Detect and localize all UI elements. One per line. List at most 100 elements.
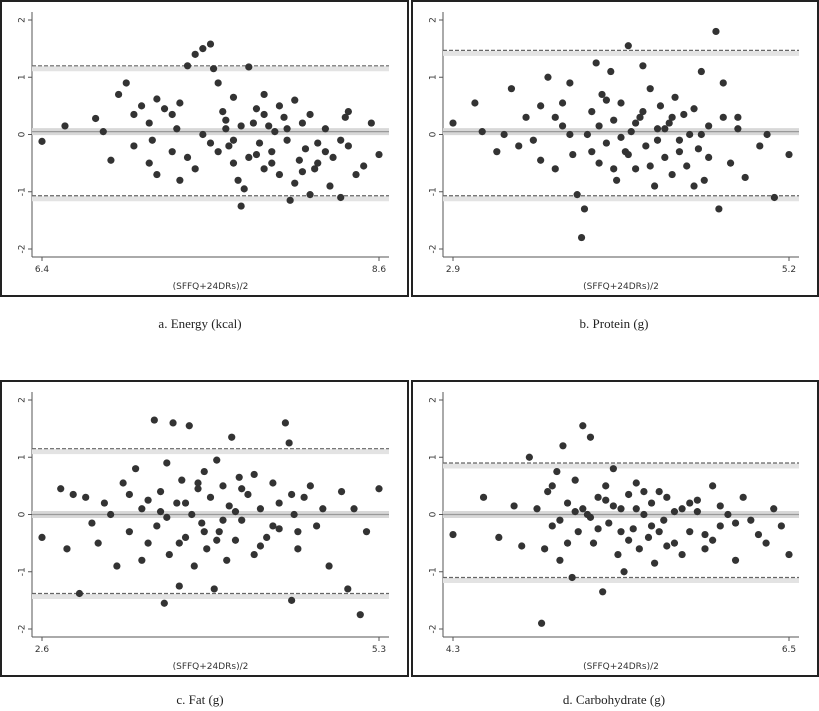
data-point — [624, 42, 632, 50]
x-tick-label: 6.5 — [782, 645, 796, 655]
data-point — [668, 113, 676, 121]
data-point — [693, 508, 701, 516]
y-tick-label: 2 — [429, 17, 439, 23]
data-point — [602, 96, 610, 104]
data-point — [680, 110, 688, 119]
data-point — [651, 182, 659, 190]
data-point — [229, 136, 238, 144]
data-point — [107, 510, 115, 519]
data-point — [252, 150, 261, 159]
data-point — [173, 125, 181, 133]
data-point — [314, 159, 322, 167]
data-point — [250, 550, 258, 559]
data-point — [479, 493, 488, 501]
data-point — [107, 156, 115, 164]
data-point — [325, 562, 333, 570]
data-point — [663, 542, 671, 550]
data-point — [620, 568, 628, 576]
data-point — [551, 113, 559, 121]
data-point — [291, 96, 299, 104]
data-point — [602, 482, 610, 490]
data-point — [627, 128, 635, 136]
data-point — [632, 479, 640, 487]
y-tick-label: 1 — [429, 74, 439, 80]
caption-carbohydrate: d. Carbohydrate (g) — [562, 692, 666, 707]
data-point — [163, 513, 171, 521]
data-point — [219, 516, 227, 524]
chart-carbohydrate: 2 1 0 -1 -2 4.3 6.5 (SFFQ+24DRs)/2 — [429, 392, 799, 672]
y-tick-label: -2 — [18, 245, 28, 254]
data-point — [92, 114, 100, 123]
data-point — [715, 205, 723, 213]
chart-fat: 2 1 0 -1 -2 2.6 5.3 (SFFQ+24DRs)/2 — [18, 392, 389, 672]
data-point — [558, 122, 567, 130]
data-point — [574, 528, 582, 536]
data-point — [163, 459, 171, 467]
data-point — [275, 102, 284, 110]
caption-energy: a. Energy (kcal) — [158, 316, 242, 331]
x-axis-label: (SFFQ+24DRs)/2 — [173, 282, 249, 292]
data-point — [268, 159, 276, 167]
data-point — [563, 539, 572, 547]
data-point — [613, 176, 621, 184]
data-point — [655, 488, 663, 496]
data-point — [548, 482, 556, 490]
data-point — [592, 59, 600, 67]
data-point — [566, 130, 574, 139]
data-point — [563, 499, 572, 507]
data-point — [235, 473, 243, 481]
data-point — [580, 205, 589, 213]
data-point — [625, 490, 633, 499]
data-point — [697, 67, 705, 76]
data-point — [670, 539, 679, 547]
data-point — [644, 533, 653, 541]
data-point — [594, 493, 602, 501]
data-point — [770, 193, 778, 202]
data-point — [263, 533, 271, 541]
data-point — [655, 528, 663, 536]
y-tick-label: 1 — [429, 454, 439, 460]
x-axis-label: (SFFQ+24DRs)/2 — [173, 662, 249, 672]
data-point — [306, 110, 314, 119]
data-point — [260, 165, 268, 173]
data-point — [632, 505, 640, 513]
data-point — [130, 110, 138, 119]
data-point — [663, 493, 671, 501]
data-point — [602, 496, 610, 504]
data-point — [321, 148, 329, 156]
y-tick-label: 2 — [429, 397, 439, 403]
data-point — [647, 499, 656, 507]
data-point — [537, 102, 545, 110]
data-point — [337, 136, 345, 144]
data-point — [731, 556, 740, 564]
data-point — [300, 493, 308, 501]
data-point — [551, 165, 559, 173]
data-point — [739, 493, 747, 501]
data-point — [275, 525, 283, 533]
data-point — [625, 536, 633, 544]
data-point — [57, 485, 65, 493]
data-point — [518, 542, 526, 550]
data-point — [228, 433, 236, 441]
data-point — [522, 113, 530, 121]
data-point — [190, 562, 198, 570]
x-tick-label: 2.6 — [35, 645, 50, 655]
data-point — [173, 499, 181, 507]
data-point — [160, 599, 168, 607]
data-point — [726, 159, 735, 167]
data-point — [558, 99, 567, 107]
data-point — [260, 110, 268, 119]
panel-carbohydrate: 2 1 0 -1 -2 4.3 6.5 (SFFQ+24DRs)/2 — [411, 380, 819, 677]
data-point — [719, 113, 727, 121]
data-point — [656, 102, 665, 110]
data-point — [675, 136, 684, 144]
data-point — [741, 173, 749, 182]
data-point — [515, 142, 523, 150]
data-point — [237, 122, 245, 130]
data-point — [537, 156, 545, 164]
data-point — [770, 505, 778, 513]
data-point — [113, 562, 121, 570]
data-point — [153, 522, 161, 530]
data-point — [285, 439, 293, 447]
data-point — [375, 485, 383, 493]
